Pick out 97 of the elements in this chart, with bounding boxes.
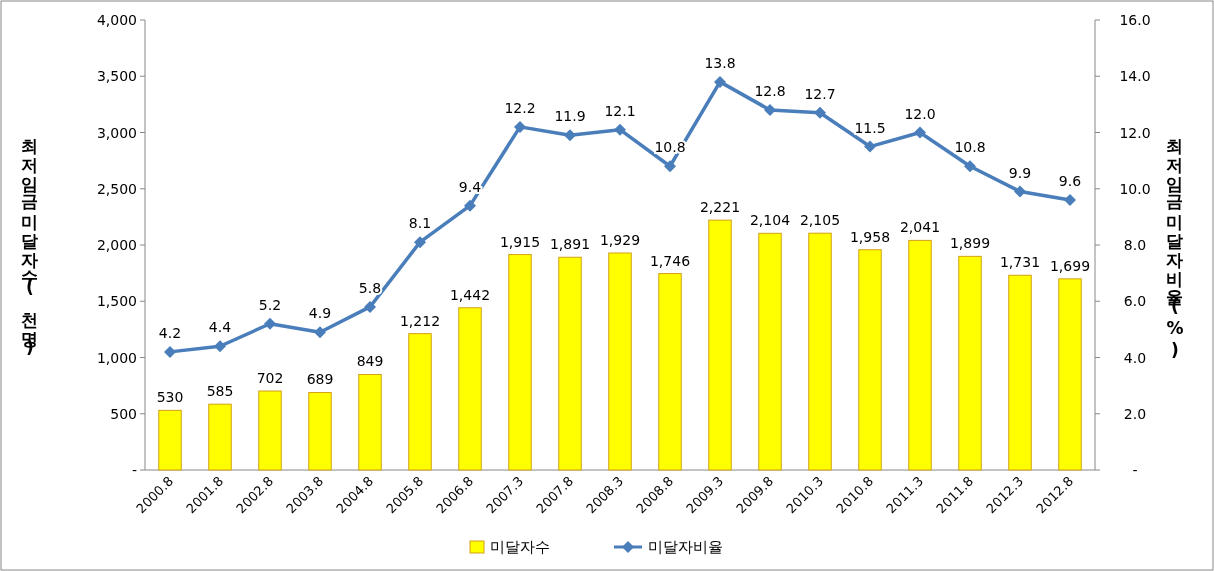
bar [158,409,182,471]
y2-tick-label: 4.0 [1123,349,1147,366]
point [1064,194,1076,206]
bar [558,256,582,471]
point [364,300,376,313]
data-label: 530 [156,389,184,406]
data-label: 1,915 [499,233,541,250]
point [814,106,826,119]
data-label: 12.8 [754,83,786,99]
y-tick-label: 4,000 [96,12,137,28]
y2-tick-label: - [1132,462,1138,478]
point [914,126,926,139]
data-label: 585 [206,383,234,400]
y-axis-title: 최저임금미달자수(천명) [20,125,40,359]
y-tick-label: 1,500 [96,293,137,310]
point [764,104,776,116]
point [414,236,426,249]
point [1014,185,1026,198]
data-label: 1,731 [999,254,1041,271]
point [614,123,626,136]
y-tick-label: 3,500 [96,68,137,85]
bar [308,391,332,471]
point [864,140,876,153]
y2-tick-label: 8.0 [1123,237,1147,253]
y2-axis-title: 최저임금미달자비율(%) [1165,125,1185,362]
y-tick-label: 2,000 [96,237,137,253]
point [164,345,176,358]
data-label: 5.8 [358,279,382,296]
data-label: 1,442 [449,286,491,303]
bar [758,232,782,471]
bar [408,333,432,471]
data-label: 2,221 [699,199,741,216]
y2-tick-label: 16.0 [1119,12,1151,28]
point [514,120,526,133]
y-tick-label: 2,500 [96,180,137,197]
data-label: 2,104 [749,212,791,229]
bar [458,307,482,471]
y-tick-label: 1,000 [96,349,137,366]
y-tick-label: 3,000 [96,124,137,141]
bar [1058,278,1082,471]
data-label: 12.7 [804,85,836,102]
data-label: 1,929 [599,231,641,248]
bar [708,219,732,471]
bar [258,390,282,471]
y2-tick-label: 12.0 [1119,124,1151,141]
data-label: 9.6 [1058,173,1082,189]
y-tick-label: 500 [110,405,137,422]
y-tick-label: - [131,462,137,478]
data-label: 702 [256,370,284,387]
data-label: 10.8 [954,139,986,156]
data-label: 8.1 [408,215,432,232]
y2-tick-label: 14.0 [1119,68,1151,85]
data-label: 4.4 [208,319,232,336]
point [214,340,226,353]
bar [658,273,682,471]
data-label: 5.2 [258,296,282,313]
point [564,129,576,142]
point [964,160,976,173]
data-label: 9.4 [458,178,482,195]
data-label: 12.0 [904,105,936,122]
bar [908,239,932,471]
point [714,75,726,88]
data-label: 1,746 [649,252,691,269]
bar [208,403,232,471]
bar [1008,274,1032,471]
data-label: 1,958 [849,228,891,245]
data-label: 4.2 [158,324,182,341]
y2-tick-label: 10.0 [1119,180,1151,197]
data-label: 11.9 [554,108,586,125]
bar [358,373,382,471]
data-label: 12.1 [604,102,636,119]
data-label: 689 [306,371,334,388]
data-label: 12.2 [504,99,536,116]
point [464,199,476,212]
data-label: 13.8 [704,54,736,71]
data-label: 2,041 [899,219,941,236]
y2-tick-label: 2.0 [1123,405,1147,422]
bar [858,249,882,471]
bar [808,232,832,471]
bar [608,252,632,471]
data-label: 849 [356,353,384,370]
data-label: 1,699 [1049,257,1091,274]
data-label: 1,891 [549,236,591,253]
data-label: 1,899 [949,235,991,252]
data-label: 4.9 [308,305,332,322]
bar [508,254,532,471]
point [264,317,276,330]
point [664,160,676,173]
y2-tick-label: 6.0 [1123,293,1147,310]
data-label: 1,212 [399,312,441,329]
legend-label: 미달자수 [490,538,550,556]
legend-label: 미달자비율 [648,538,723,556]
point [314,326,326,339]
data-label: 9.9 [1008,164,1032,181]
data-label: 2,105 [799,212,841,229]
data-label: 11.5 [854,119,886,136]
bar [958,255,982,471]
